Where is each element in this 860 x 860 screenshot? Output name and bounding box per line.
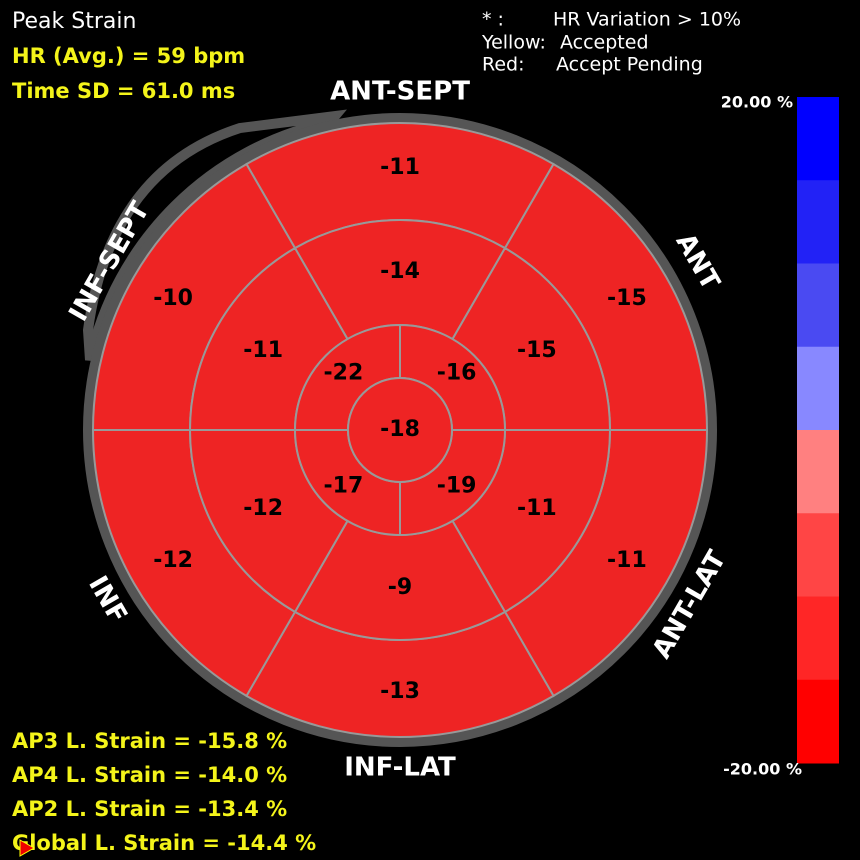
color-band (797, 180, 839, 264)
segment-value: -11 (607, 548, 647, 573)
segment-value: -16 (437, 360, 477, 385)
bar-top-label: 20.00 % (721, 93, 793, 112)
time-sd: Time SD = 61.0 ms (12, 79, 235, 103)
segment-value: -15 (517, 338, 557, 363)
bullseye: -11 -15 -11 -13 -12 -10 -14 -15 -11 -9 -12 -11 -16 -1… (91, 122, 709, 738)
color-band (797, 97, 839, 181)
segment-value: -17 (324, 474, 364, 499)
segment-value: -19 (437, 474, 477, 499)
outer-ring (83, 113, 717, 747)
segment-value: -14 (380, 259, 420, 284)
legend-key: Yellow: (481, 32, 546, 54)
segment-value: -10 (153, 286, 193, 311)
color-band (797, 513, 839, 597)
legend-text: Accepted (560, 32, 649, 54)
title: Peak Strain (12, 9, 136, 34)
segment-value: -11 (517, 496, 557, 521)
color-band (797, 346, 839, 431)
color-band (797, 263, 839, 348)
play-icon[interactable] (19, 839, 36, 857)
bar-bottom-label: -20.00 % (723, 760, 802, 779)
color-band (797, 430, 839, 514)
segment-value: -22 (324, 360, 364, 385)
strain-line: Global L. Strain = -14.4 % (12, 831, 316, 855)
segment-value: -13 (380, 679, 420, 704)
segment-value: -15 (607, 286, 647, 311)
segment (347, 377, 453, 483)
segment-value: -12 (153, 548, 193, 573)
segment-value: -9 (388, 575, 412, 600)
color-bar (797, 97, 839, 764)
segment-value: -11 (243, 338, 283, 363)
strain-line: AP4 L. Strain = -14.0 % (12, 763, 287, 787)
segment-value: -12 (243, 496, 283, 521)
wall-label: INF-LAT (344, 753, 456, 783)
segment-value: -11 (380, 155, 420, 180)
strain-line: AP2 L. Strain = -13.4 % (12, 797, 287, 821)
strain-line: AP3 L. Strain = -15.8 % (12, 729, 287, 753)
legend-key: * : (482, 9, 504, 31)
segment-value: -18 (380, 417, 420, 442)
legend-key: Red: (482, 54, 525, 76)
heart-rate: HR (Avg.) = 59 bpm (12, 44, 245, 68)
legend-text: HR Variation > 10% (553, 9, 741, 31)
legend-text: Accept Pending (556, 54, 703, 76)
wall-label: ANT-SEPT (330, 77, 470, 107)
color-band (797, 679, 839, 764)
color-band (797, 596, 839, 681)
